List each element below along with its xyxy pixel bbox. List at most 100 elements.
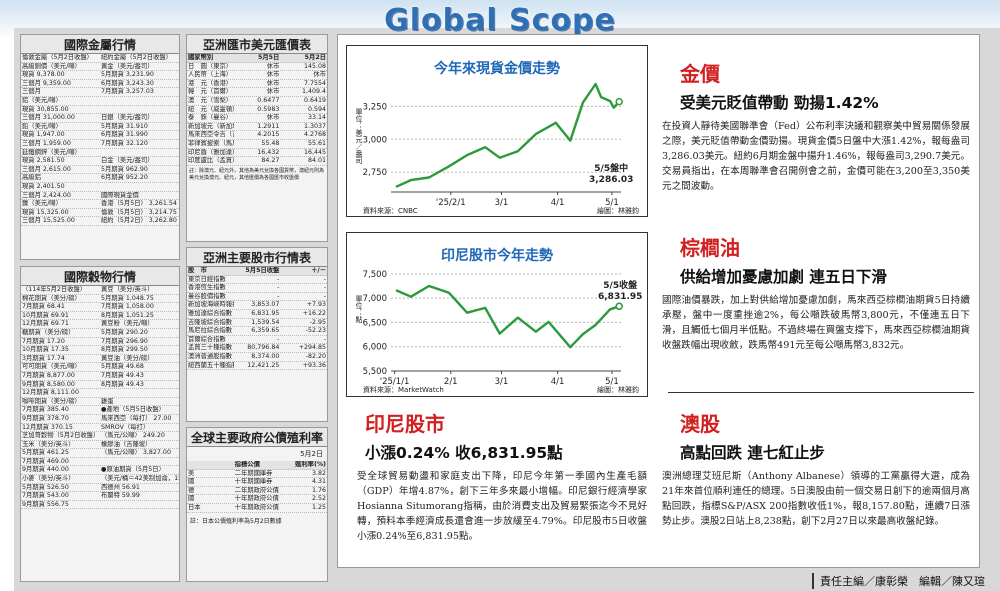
stocks-rows: 股 市 5月5日收盤 ＋/－ 東京日經指數 - - 香港恆生指數 - - 曼谷股價指數 - - 新加坡海… [187,267,327,371]
metals-row: 倫敦金屬（5月2日收盤） 紐約金屬（5月2日收盤） [21,54,179,63]
palm-heading: 棕櫚油 [680,236,740,260]
grains-cell: 9月期貨 378.70 [22,414,69,422]
metals-cell: 5月期貨 3,231.90 [101,71,154,79]
stocks-cell: 馬尼拉綜合指數 [188,327,233,335]
stocks-row: 雅加達綜合指數 6,831.95 +16.22 [187,310,327,319]
stocks-cell: 5月5日收盤 [245,267,280,274]
grains-cell: 10月期貨 17.35 [22,346,69,354]
metals-row: 現貨 30,855.00 [21,106,179,115]
metals-table: 國際金屬行情 倫敦金屬（5月2日收盤） 紐約金屬（5月2日收盤） 高級銅價（美元/噸… [20,34,180,260]
grains-row: 10月期貨 69.91 8月期貨 1,051.25 [21,312,179,321]
metals-cell: 三個月 9,359.00 [22,79,71,87]
grains-cell: 雞蛋 [101,397,114,405]
stocks-cell: - [323,275,327,283]
grains-cell: （美元/桶＝42美制加侖，158.98公升） [101,475,179,483]
fx-cell: 4.2015 [257,131,280,139]
stocks-cell: 8,374.00 [251,352,280,360]
grains-row: 9月期貨 440.00 ●原油期貨（5月5日） [21,466,179,476]
gold-chart-last-point [615,97,623,106]
fx-cell: 休市 [266,114,280,122]
bonds-cell: 4.31 [311,478,327,486]
fx-cell: 韓 元（首爾） [188,88,233,96]
metals-cell: 三個月 31,000.00 [22,114,75,122]
stocks-row: 孟買三十種指數 80,796.84 +294.85 [187,344,327,353]
idx-chart-data-point [547,321,550,323]
gold-chart-data-point [594,83,597,85]
grains-cell: 玉米（美分/英斗） [22,440,75,448]
gold-chart-series-line [395,82,621,188]
stocks-table: 亞洲主要股市行情表 股 市 5月5日收盤 ＋/－ 東京日經指數 - - 香港恆生指數 - - 曼谷… [186,247,328,422]
fx-cell: 休市 [266,88,280,96]
grains-cell: 芝加哥穀物（5月2日收盤） [22,432,100,440]
metals-row: 三個月 31,000.00 日銀（美元/盎司） [21,114,179,123]
grains-cell: 9月期貨 8,580.00 [22,380,75,388]
bonds-cell: 十年期政府公債 [234,503,279,511]
stocks-cell: 澳洲普通股指數 [188,352,233,360]
bonds-cell: 3.82 [311,469,327,477]
fx-cell: 人民幣（上海） [188,71,233,79]
idx-chart-x-tick-label: 3/1 [495,377,509,387]
stocks-cell: - [277,335,280,343]
aus-article: 澳股 高點回跌 連七紅止步 澳洲總理艾班尼斯（Anthony Albanese）… [662,408,970,529]
bonds-row: 國 十年期政府公債 2.52 [187,495,327,504]
grains-cell: 馬來西亞（每打） 27.00 [101,414,172,422]
aus-subheading: 高點回跌 連七紅止步 [680,444,825,462]
stocks-cell: -2.95 [309,318,327,326]
bonds-cell: 殖利率(%) [295,461,327,468]
metals-row: 鋁（美元/噸） [21,97,179,106]
gold-chart-y-tick-label: 3,000 [363,135,387,145]
fx-cell: 休市 [313,71,327,79]
indo-body: 受全球貿易動盪和家庭支出下降，印尼今年第一季國內生產毛額（GDP）年增4.87%… [357,471,647,542]
stocks-cell: 紐西蘭五十種指數 [188,361,234,369]
metals-cell: 三個月 1,959.00 [22,139,71,147]
grains-cell: 糖期貨（美分/磅） [22,328,75,336]
grains-cell: 黃豆（美分/英斗） [101,286,154,293]
grains-cell: 5月期貨 290.20 [101,328,148,336]
grains-cell: 10月期貨 69.91 [22,311,69,319]
fx-cell: 國家幣別 [188,54,214,61]
idx-chart-data-point [484,307,486,309]
metals-row: 高級銅價（美元/噸） 黃金（美元/盎司） [21,63,179,72]
idx-chart-data-point [582,333,584,335]
footer-credit: 責任主編／康彰榮 編輯／陳又瑄 [812,573,985,589]
gold-chart-data-point [410,179,412,181]
fx-row: 紐 元（威靈頓） 0.5983 0.594 [187,106,327,115]
idx-chart-svg: 5,500 6,000 6,500 7,000 7,500 '25/1/1 2/1 3/1 4/… [363,270,623,387]
fx-table-title: 亞洲匯市美元匯價表 [187,35,327,54]
grains-cell: 黃豆油（美分/磅） [101,354,154,362]
idx-chart-data-point [448,292,450,294]
grains-cell: 7月期貨 17.20 [22,337,65,345]
stocks-header-row: 股 市 5月5日收盤 ＋/－ [187,267,327,276]
gold-chart-data-point [555,122,557,124]
metals-cell: 現貨 1,947.00 [22,131,65,139]
idx-chart-title: 印尼股市今年走勢 [441,248,553,264]
fx-row: 日 圓（東京） 休市 145.08 [187,63,327,72]
fx-cell: 4.2768 [303,131,327,139]
metals-cell: 三個月 15,525.00 [22,217,75,225]
grains-cell [100,501,179,509]
grains-rows: （114年5月2日收盤） 黃豆（美分/英斗） 棉花期貨（美分/磅） 5月期貨 1,04… [21,286,179,510]
grains-row: 糖期貨（美分/磅） 5月期貨 290.20 [21,329,179,338]
stocks-cell: 12,421.25 [247,361,280,369]
divider [668,392,974,393]
indo-article: 印尼股市 小漲0.24% 收6,831.95點 受全球貿易動盪和家庭支出下降，印… [357,408,647,544]
bonds-table-title: 全球主要政府公債殖利率 [187,428,327,447]
grains-row: 7月期貨 8,877.00 7月期貨 49.43 [21,372,179,381]
metals-cell [100,97,179,105]
idx-chart-data-point [516,316,519,319]
grains-cell [100,458,179,466]
metals-cell: 現貨 15,325.00 [22,208,69,216]
grains-cell: 7月期貨 296.90 [101,337,148,345]
metals-cell: 倫敦（5月5日） 3,214.75 [101,208,177,216]
grains-cell: （馬元/公噸） 3,827.00 [101,449,171,457]
grains-row: 9月期貨 556.75 [21,501,179,510]
stocks-cell: - [323,292,327,300]
bonds-cell: 十年期政府公債 [234,495,279,503]
grains-cell: 3月期貨 17.74 [22,354,65,362]
grains-cell: 西德州 56.91 [101,483,140,491]
bonds-cell: 二年期國庫券 [234,469,273,477]
stocks-row: 吉隆坡綜合指數 1,539.54 -2.95 [187,319,327,328]
grains-cell: 7月期貨 543.00 [22,492,69,500]
grains-row: 12月期貨 69.71 黃豆粉（美元/噸） [21,320,179,329]
grains-table-title: 國際穀物行情 [21,267,179,286]
